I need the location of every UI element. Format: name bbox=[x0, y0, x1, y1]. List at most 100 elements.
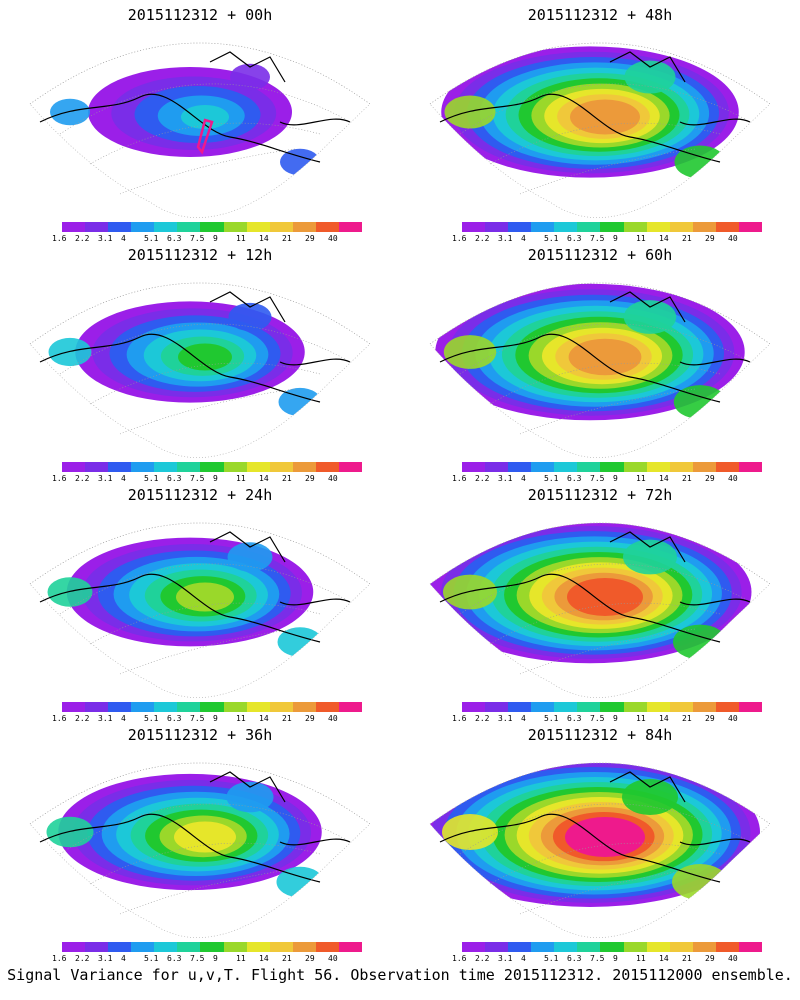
graticule-line bbox=[89, 842, 321, 885]
colorbar-tick-label: 5.1 bbox=[144, 954, 159, 963]
map-outline bbox=[29, 282, 371, 458]
colorbar-segment bbox=[692, 942, 717, 952]
polar-map bbox=[29, 42, 371, 218]
colorbar bbox=[462, 462, 763, 472]
colorbar-segment bbox=[108, 942, 132, 952]
colorbar-segment bbox=[715, 462, 740, 472]
colorbar-segment bbox=[554, 702, 578, 712]
colorbar-labels: 1.6 2.2 3.1 4 5.1 6.3 7.5 9 11 14 21 29 40 bbox=[52, 234, 372, 244]
colorbar-tick-label: 2.2 bbox=[475, 714, 490, 723]
colorbar-segment bbox=[315, 462, 340, 472]
colorbar-segment bbox=[200, 222, 225, 232]
map-panel: 2015112312 + 24h 1.6 2.2 3.1 4 5.1 6.3 7.5 9 11 14… bbox=[0, 480, 400, 723]
colorbar-segment bbox=[531, 462, 555, 472]
graticule-line bbox=[489, 362, 721, 405]
colorbar-tick-label: 6.3 bbox=[567, 474, 582, 483]
colorbar-labels: 1.6 2.2 3.1 4 5.1 6.3 7.5 9 11 14 21 29 40 bbox=[452, 954, 772, 964]
panel-title: 2015112312 + 48h bbox=[527, 6, 673, 24]
panel-title: 2015112312 + 12h bbox=[127, 246, 273, 264]
coastline bbox=[439, 291, 751, 403]
colorbar-tick-label: 3.1 bbox=[498, 474, 513, 483]
colorbar-segment bbox=[315, 942, 340, 952]
colorbar-segment bbox=[269, 942, 294, 952]
colorbar-segment bbox=[315, 702, 340, 712]
colorbar-tick-label: 14 bbox=[259, 714, 269, 723]
colorbar-tick-label: 4 bbox=[521, 474, 526, 483]
colorbar-tick-label: 29 bbox=[305, 234, 315, 243]
colorbar-tick-label: 6.3 bbox=[167, 714, 182, 723]
colorbar-segment bbox=[246, 702, 271, 712]
panel-title: 2015112312 + 72h bbox=[527, 486, 673, 504]
colorbar-segment bbox=[623, 942, 648, 952]
colorbar-tick-label: 5.1 bbox=[544, 474, 559, 483]
colorbar-tick-label: 2.2 bbox=[75, 954, 90, 963]
contour-band bbox=[178, 343, 232, 371]
colorbar-tick-label: 9 bbox=[213, 714, 218, 723]
colorbar-segment bbox=[154, 462, 178, 472]
colorbar-tick-label: 29 bbox=[705, 474, 715, 483]
colorbar-tick-label: 7.5 bbox=[590, 234, 605, 243]
colorbar-tick-label: 14 bbox=[659, 234, 669, 243]
map-panel: 2015112312 + 60h 1.6 2.2 3.1 4 5.1 6.3 7.5 9 11 14… bbox=[400, 240, 800, 483]
graticule-line bbox=[489, 602, 721, 645]
colorbar-segment bbox=[692, 222, 717, 232]
colorbar-segment bbox=[577, 462, 601, 472]
polar-map bbox=[429, 42, 771, 218]
colorbar-tick-label: 11 bbox=[236, 954, 246, 963]
colorbar-segment bbox=[715, 702, 740, 712]
colorbar-tick-label: 40 bbox=[728, 714, 738, 723]
contour-band bbox=[623, 539, 677, 575]
colorbar-labels: 1.6 2.2 3.1 4 5.1 6.3 7.5 9 11 14 21 29 40 bbox=[452, 474, 772, 484]
colorbar-segment bbox=[62, 462, 86, 472]
colorbar-segment bbox=[692, 702, 717, 712]
colorbar-tick-label: 2.2 bbox=[475, 474, 490, 483]
colorbar-tick-label: 2.2 bbox=[75, 234, 90, 243]
colorbar-tick-label: 11 bbox=[636, 234, 646, 243]
colorbar-tick-label: 29 bbox=[305, 954, 315, 963]
colorbar-tick-label: 29 bbox=[705, 234, 715, 243]
colorbar-segment bbox=[154, 942, 178, 952]
colorbar-segment bbox=[600, 942, 625, 952]
colorbar-segment bbox=[338, 222, 363, 232]
colorbar-segment bbox=[646, 702, 671, 712]
map-panel: 2015112312 + 12h 1.6 2.2 3.1 4 5.1 6.3 7.5 9 11 14… bbox=[0, 240, 400, 483]
colorbar-segment bbox=[131, 942, 155, 952]
colorbar-segment bbox=[623, 222, 648, 232]
map-panel: 2015112312 + 48h 1.6 2.2 3.1 4 5.1 6.3 7.5 9 11 14… bbox=[400, 0, 800, 243]
colorbar-tick-label: 3.1 bbox=[98, 954, 113, 963]
colorbar-tick-label: 2.2 bbox=[75, 714, 90, 723]
contour-band bbox=[624, 60, 676, 94]
colorbar-tick-label: 1.6 bbox=[52, 954, 67, 963]
polar-map bbox=[29, 762, 371, 938]
colorbar-tick-label: 3.1 bbox=[498, 954, 513, 963]
colorbar-segment bbox=[485, 942, 509, 952]
colorbar-tick-label: 5.1 bbox=[544, 714, 559, 723]
colorbar-segment bbox=[577, 222, 601, 232]
colorbar-tick-label: 11 bbox=[636, 954, 646, 963]
colorbar-segment bbox=[738, 942, 763, 952]
colorbar-segment bbox=[338, 462, 363, 472]
graticule-line bbox=[89, 602, 321, 645]
colorbar-segment bbox=[85, 222, 109, 232]
coastline bbox=[39, 771, 351, 883]
figure-caption: Signal Variance for u,v,T. Flight 56. Ob… bbox=[7, 966, 793, 984]
polar-map bbox=[429, 762, 771, 938]
map-outline bbox=[29, 522, 371, 698]
colorbar-segment bbox=[62, 702, 86, 712]
colorbar-segment bbox=[108, 222, 132, 232]
colorbar-segment bbox=[131, 222, 155, 232]
colorbar-tick-label: 9 bbox=[213, 234, 218, 243]
colorbar-labels: 1.6 2.2 3.1 4 5.1 6.3 7.5 9 11 14 21 29 40 bbox=[52, 714, 372, 724]
panel-title: 2015112312 + 36h bbox=[127, 726, 273, 744]
colorbar-tick-label: 21 bbox=[682, 714, 692, 723]
colorbar-segment bbox=[200, 462, 225, 472]
colorbar-segment bbox=[177, 942, 201, 952]
colorbar-tick-label: 21 bbox=[282, 954, 292, 963]
colorbar-segment bbox=[738, 462, 763, 472]
colorbar-tick-label: 4 bbox=[521, 714, 526, 723]
map-outline bbox=[429, 42, 771, 218]
coastline bbox=[39, 531, 351, 643]
colorbar-tick-label: 5.1 bbox=[544, 954, 559, 963]
colorbar-segment bbox=[554, 222, 578, 232]
colorbar-tick-label: 6.3 bbox=[567, 234, 582, 243]
